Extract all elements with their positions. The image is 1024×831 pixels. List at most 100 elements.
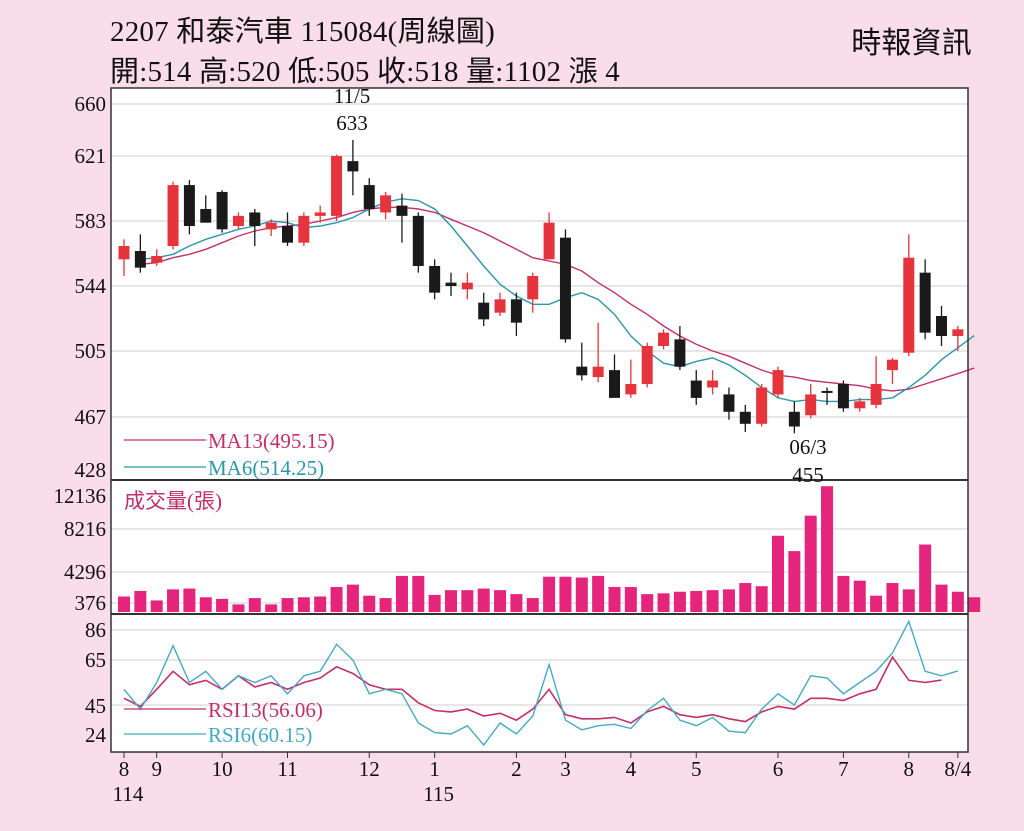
candle-up [331,156,343,216]
candle-up [527,276,539,300]
volume-bar [265,604,278,612]
high-value-label: 633 [336,111,368,135]
volume-bar [461,590,474,612]
x-tick-label: 11 [277,757,297,781]
volume-tick-8216: 8216 [64,517,106,541]
ma13-line [140,206,975,392]
rsi-lines [123,619,959,747]
price-tick-428: 428 [75,458,107,482]
volume-bar [412,575,425,612]
candle-down [412,215,424,266]
rsi-tick-24: 24 [85,723,107,747]
candle-down [936,316,947,336]
volume-bar [624,586,637,612]
volume-bar [248,598,261,612]
rsi13-legend: RSI13(56.06) [208,698,323,722]
candle-down [690,380,702,398]
candle-up [886,359,898,371]
x-tick-label: 3 [560,757,571,781]
volume-bar [395,575,408,612]
rsi-tick-65: 65 [85,648,106,672]
volume-bar [902,589,915,612]
candle-up [772,370,784,395]
volume-bar [346,584,359,612]
candle-down [478,302,490,320]
candle-up [658,332,670,346]
candle-down [674,339,686,367]
candle-up [461,282,473,290]
volume-bar [445,590,457,612]
volume-bar [935,584,948,612]
candle-down [821,390,833,393]
chart-title: 2207 和泰汽車 115084(周線圖) [110,16,495,48]
candle-up [854,401,866,409]
volume-bar [919,544,932,612]
x-tick-label: 12 [359,757,380,781]
volume-bar [755,586,768,612]
candle-down [788,411,800,427]
candle-up [380,195,392,213]
volume-bar [837,575,850,612]
x-tick-label: 6 [773,757,784,781]
volume-tick-4296: 4296 [64,560,106,584]
x-tick-label: 5 [691,757,702,781]
volume-bar [232,604,245,612]
volume-bar [592,575,605,612]
candle-up [298,215,310,243]
candle-down [723,394,735,412]
price-tick-544: 544 [75,274,107,298]
year-label: 114 [113,782,144,806]
volume-bar [739,583,752,612]
price-tick-583: 583 [75,209,107,233]
ma13-legend: MA13(495.15) [208,429,335,453]
candle-up [707,380,719,388]
x-tick-label: 8 [119,757,130,781]
x-tick-label: 9 [151,757,162,781]
rsi-tick-45: 45 [85,694,106,718]
rsi13-line [123,655,942,724]
candle-up [625,384,637,395]
candle-down [396,205,408,216]
volume-bar [608,586,621,612]
volume-bar [559,576,572,612]
volume-bar [886,583,899,612]
ohlc-info: 開:514 高:520 低:505 收:518 量:1102 漲 4 [110,56,621,88]
candlesticks [118,140,964,434]
volume-bar [330,586,343,612]
low-value-label: 455 [792,463,824,487]
volume-tick-12136: 12136 [54,484,107,508]
candle-up [641,346,653,384]
volume-bar [853,580,866,612]
x-tick-label: 10 [212,757,233,781]
x-tick-label: 8 [904,757,915,781]
candle-down [739,411,751,424]
year-label: 115 [423,782,454,806]
candle-down [445,282,457,286]
volume-bar [216,598,229,612]
rsi-panel [111,614,968,752]
volume-bar [951,591,964,612]
candle-down [837,384,849,409]
volume-bars [118,486,981,612]
candle-down [609,370,620,398]
ma6-line [140,198,975,403]
candle-down [559,237,571,340]
x-tick-label: 4 [626,757,637,781]
volume-bar [722,589,735,612]
candle-up [151,256,163,263]
volume-bar [870,595,883,612]
candle-up [265,222,277,230]
x-tick-label: 8/4 [944,757,971,781]
volume-bar [281,598,294,612]
candle-down [216,191,228,230]
price-tick-505: 505 [75,339,107,363]
volume-bar [477,588,490,612]
candle-up [903,257,915,353]
x-tick-label: 2 [511,757,522,781]
volume-tick-376: 376 [75,591,107,615]
volume-title: 成交量(張) [124,489,222,513]
low-date-label: 06/3 [789,435,826,459]
candle-up [232,215,244,226]
